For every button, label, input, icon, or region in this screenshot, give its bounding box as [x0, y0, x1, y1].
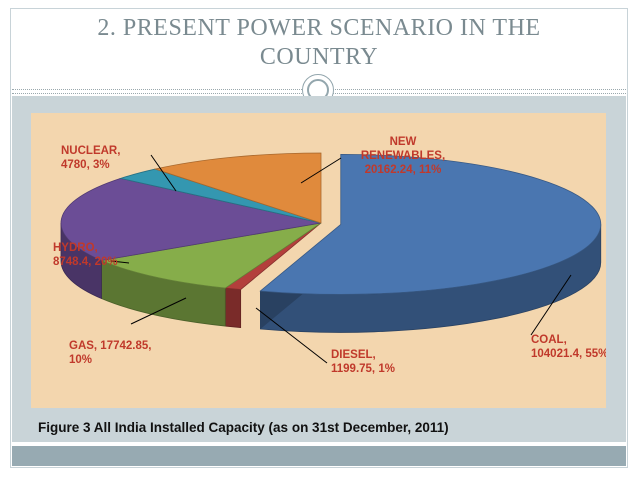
- slice-label-line: 104021.4, 55%: [531, 348, 606, 360]
- leader-line-new-renewables: [300, 157, 342, 184]
- slice-label-line: 10%: [69, 354, 92, 366]
- pie-tops: [60, 152, 602, 295]
- pie-slice-hydro: [60, 177, 322, 261]
- slice-label-diesel: DIESEL, 1199.75, 1%: [331, 349, 395, 375]
- slide-title: 2. PRESENT POWER SCENARIO IN THE COUNTRY: [0, 14, 638, 72]
- pie-slice-coal: [259, 154, 602, 295]
- bottom-bar: [12, 446, 626, 466]
- pie-chart-svg: COAL, 104021.4, 55% DIESEL, 1199.75, 1% GAS,…: [53, 136, 606, 375]
- slice-label-line: GAS, 17742.85,: [69, 340, 151, 352]
- figure-caption: Figure 3 All India Installed Capacity (a…: [38, 420, 449, 435]
- slice-label-coal: COAL, 104021.4, 55%: [531, 334, 606, 360]
- leader-line-hydro: [110, 260, 130, 264]
- pie-chart: COAL, 104021.4, 55% DIESEL, 1199.75, 1% GAS,…: [31, 113, 606, 408]
- slide-title-line-2: COUNTRY: [259, 44, 379, 70]
- slide-title-line-1: 2. PRESENT POWER SCENARIO IN THE: [97, 15, 541, 41]
- slice-label-line: 20162.24, 11%: [365, 164, 442, 176]
- leader-line-coal: [530, 274, 572, 336]
- slice-label-line: HYDRO,: [53, 242, 98, 254]
- slice-label-line: 8748.4, 20%: [53, 256, 118, 268]
- slice-label-line: NEW: [390, 136, 417, 148]
- slice-label-line: NUCLEAR,: [61, 145, 120, 157]
- slice-label-line: COAL,: [531, 334, 567, 346]
- slice-label-new-renewables: NEW RENEWABLES, 20162.24, 11%: [361, 136, 445, 176]
- pie-labels: COAL, 104021.4, 55% DIESEL, 1199.75, 1% GAS,…: [53, 136, 606, 375]
- leader-line-nuclear: [150, 154, 177, 192]
- pie-side-diesel: [224, 287, 242, 329]
- pie-slice-new-renewables: [153, 152, 322, 224]
- slice-label-gas: GAS, 17742.85, 10%: [69, 340, 151, 366]
- slice-label-hydro: HYDRO, 8748.4, 20%: [53, 242, 118, 268]
- slice-label-line: 4780, 3%: [61, 159, 110, 171]
- leader-line-gas: [130, 297, 187, 325]
- slice-label-line: DIESEL,: [331, 349, 376, 361]
- leader-line-diesel: [255, 307, 328, 364]
- slice-label-line: RENEWABLES,: [361, 150, 445, 162]
- pie-slice-gas: [100, 222, 322, 289]
- slice-label-nuclear: NUCLEAR, 4780, 3%: [61, 145, 120, 171]
- slice-label-line: 1199.75, 1%: [331, 363, 395, 375]
